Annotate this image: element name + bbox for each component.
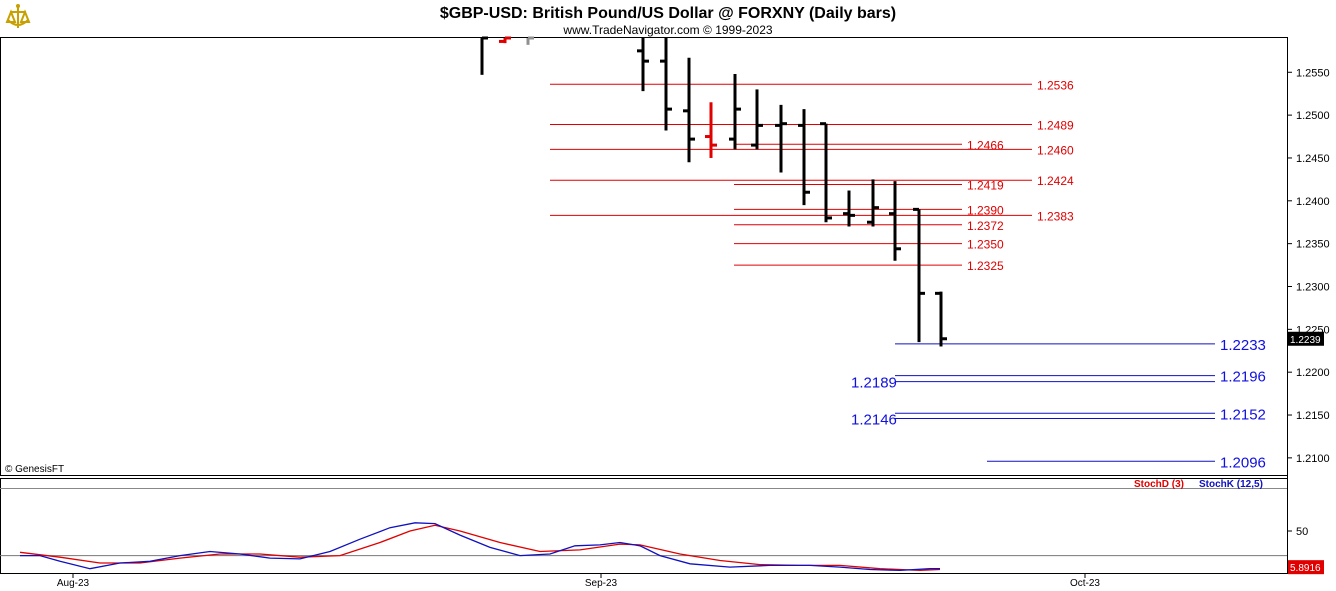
stoch-series-line [20, 522, 940, 572]
stoch-legend: StochD (3) StochK (12,5) [1134, 479, 1263, 490]
price-axis: 1.2550 1.2500 1.2450 1.2400 1.2350 1.2300 1.22… [1287, 67, 1330, 465]
red-level-label: 1.2383 [1037, 209, 1074, 223]
time-axis: Aug-23 Sep-23 Oct-23 [57, 574, 1100, 589]
price-tick-label: 1.2400 [1296, 196, 1330, 208]
ohlc-bar [798, 109, 810, 206]
ohlc-bar [913, 207, 925, 343]
red-level-label: 1.2372 [967, 219, 1004, 233]
stoch-tick-label: 50 [1296, 526, 1308, 538]
ohlc-bar [775, 104, 787, 173]
price-tick-label: 1.2450 [1296, 153, 1330, 165]
stoch-series-line [19, 524, 941, 572]
ohlc-bar [637, 38, 649, 92]
blue-level-label: 1.2233 [1220, 337, 1266, 354]
time-tick-label: Sep-23 [585, 578, 618, 589]
price-tick-label: 1.2500 [1296, 110, 1330, 122]
price-panel [0, 37, 1288, 476]
ohlc-bar [705, 102, 717, 158]
ohlc-bar [889, 181, 901, 261]
ohlc-bar [935, 291, 947, 347]
blue-level-label: 1.2152 [1220, 406, 1266, 423]
ohlc-bar [751, 89, 763, 150]
ohlc-bar [480, 36, 488, 75]
price-tick-label: 1.2550 [1296, 67, 1330, 79]
red-level-label: 1.2390 [967, 203, 1004, 217]
ohlc-bar [683, 57, 695, 163]
ohlc-bar [820, 122, 832, 223]
red-level-label: 1.2419 [967, 179, 1004, 193]
ohlc-bar [660, 38, 672, 131]
price-tick-label: 1.2300 [1296, 281, 1330, 293]
stoch-legend-entry: StochK (12,5) [1199, 479, 1263, 490]
blue-level-label: 1.2189 [851, 375, 897, 392]
red-level-label: 1.2325 [967, 259, 1004, 273]
blue-level-label: 1.2146 [851, 411, 897, 428]
stoch-last-tag: 5.8916 [1288, 560, 1324, 575]
stoch-last-label: 5.8916 [1290, 563, 1321, 574]
price-tick-label: 1.2350 [1296, 239, 1330, 251]
blue-level-label: 1.2196 [1220, 369, 1266, 386]
stoch-last-box [1288, 560, 1324, 575]
red-level-label: 1.2424 [1037, 174, 1074, 188]
price-tick-label: 1.2150 [1296, 410, 1330, 422]
stoch-legend-entry: StochD (3) [1134, 479, 1184, 490]
chart-subtitle: www.TradeNavigator.com © 1999-2023 [562, 23, 772, 37]
ohlc-bar [729, 73, 741, 150]
stoch-panel [0, 478, 1288, 574]
red-level-label: 1.2460 [1037, 143, 1074, 157]
price-bars [480, 36, 947, 347]
red-level-label: 1.2466 [967, 138, 1004, 152]
ohlc-bar [843, 190, 855, 227]
red-level-label: 1.2536 [1037, 78, 1074, 92]
blue-levels: 1.2233 1.2196 1.2189 1.2152 1.2146 1.2096 [851, 337, 1266, 471]
stoch-axis: 50 [0, 526, 1308, 557]
price-tick-label: 1.2200 [1296, 367, 1330, 379]
logo-icon [4, 4, 32, 32]
time-tick-label: Aug-23 [57, 578, 90, 589]
ohlc-bar [526, 36, 534, 45]
last-price-box [1288, 331, 1324, 346]
red-levels: 1.2536 1.2489 1.2466 1.2460 1.2424 1.2419 1.23… [550, 78, 1074, 273]
red-level-label: 1.2350 [967, 238, 1004, 252]
chart-title: $GBP-USD: British Pound/US Dollar @ FORX… [440, 5, 896, 22]
red-level-label: 1.2489 [1037, 119, 1074, 133]
last-price-label: 1.2239 [1290, 335, 1321, 346]
copyright-text: © GenesisFT [5, 464, 64, 475]
stoch-lines [19, 522, 941, 572]
time-tick-label: Oct-23 [1070, 578, 1100, 589]
price-tick-label: 1.2100 [1296, 453, 1330, 465]
blue-level-label: 1.2096 [1220, 454, 1266, 471]
ohlc-bar [867, 179, 879, 227]
last-price-tag: 1.2239 [1288, 331, 1324, 346]
ohlc-bar [499, 36, 511, 44]
